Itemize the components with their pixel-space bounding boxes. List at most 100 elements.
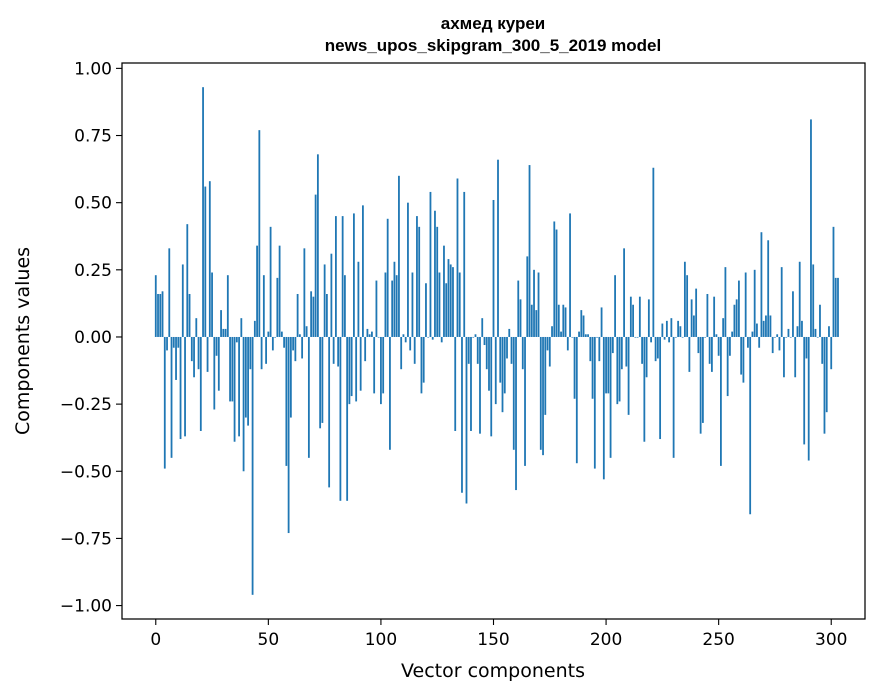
x-tick-label: 100	[365, 630, 397, 650]
bar-223	[656, 336, 659, 359]
y-tick-label: −1.00	[60, 597, 112, 617]
bar-234	[681, 336, 684, 338]
bar-11	[179, 336, 182, 440]
bar-300	[830, 336, 833, 370]
bar-98	[375, 280, 378, 337]
bar-50	[267, 331, 270, 337]
bar-279	[783, 336, 785, 378]
bar-92	[362, 205, 364, 337]
bar-76	[325, 293, 328, 337]
bar-241	[697, 336, 700, 354]
bar-129	[445, 283, 448, 337]
bar-22	[204, 186, 207, 337]
bar-173	[544, 336, 547, 415]
bar-146	[483, 336, 486, 346]
bar-175	[548, 336, 551, 367]
bar-195	[593, 336, 596, 469]
bar-278	[780, 267, 783, 337]
bar-168	[533, 269, 535, 337]
bar-130	[447, 259, 450, 337]
bar-262	[744, 272, 747, 337]
y-axis-label: Components values	[12, 247, 34, 435]
bar-32	[226, 275, 229, 337]
bar-62	[294, 336, 297, 362]
bar-240	[695, 288, 698, 337]
bar-124	[434, 210, 436, 337]
bar-254	[726, 336, 729, 397]
bar-94	[366, 328, 369, 337]
bar-271	[765, 315, 767, 337]
bar-147	[485, 336, 488, 370]
bar-159	[512, 336, 515, 450]
bar-192	[587, 334, 589, 337]
bar-10	[177, 336, 180, 348]
bar-1	[157, 293, 159, 337]
bar-257	[733, 304, 736, 337]
bar-285	[796, 326, 799, 337]
bar-153	[499, 336, 502, 383]
bar-177	[553, 221, 556, 337]
bar-154	[501, 336, 504, 413]
bar-46	[258, 130, 261, 337]
bar-58	[285, 336, 288, 466]
bar-132	[452, 267, 454, 337]
bar-115	[413, 336, 416, 364]
bar-111	[404, 336, 407, 343]
bar-291	[810, 119, 812, 337]
bar-270	[762, 320, 765, 337]
bar-226	[663, 336, 666, 340]
bar-31	[224, 328, 227, 337]
bar-210	[627, 336, 630, 415]
bar-197	[598, 336, 601, 362]
bar-172	[542, 336, 544, 456]
bar-196	[596, 336, 598, 338]
bar-72	[316, 154, 319, 337]
bar-194	[591, 336, 594, 399]
bar-128	[443, 245, 445, 337]
bar-series	[154, 87, 839, 595]
bar-66	[303, 248, 306, 337]
bar-137	[463, 191, 466, 337]
bar-139	[467, 336, 470, 364]
bar-89	[355, 336, 358, 402]
bar-274	[771, 336, 774, 354]
bar-40	[244, 336, 247, 418]
bar-284	[794, 336, 797, 378]
bar-272	[767, 240, 770, 337]
bar-81	[337, 336, 340, 367]
bar-4	[163, 336, 166, 469]
bar-68	[307, 336, 310, 458]
bar-54	[276, 277, 279, 337]
bar-122	[429, 191, 432, 337]
y-tick-label: 0.50	[74, 194, 112, 214]
bar-6	[168, 248, 171, 337]
bar-187	[575, 336, 578, 464]
bar-261	[742, 336, 745, 383]
bar-263	[747, 336, 749, 348]
bar-23	[206, 336, 209, 372]
bar-208	[623, 248, 625, 337]
bar-183	[566, 336, 569, 351]
bar-44	[253, 320, 256, 337]
bar-182	[564, 307, 567, 337]
bar-219	[647, 299, 650, 337]
bar-214	[636, 336, 639, 338]
bar-253	[724, 267, 727, 337]
bar-275	[774, 336, 776, 338]
bar-16	[190, 336, 193, 362]
bar-184	[569, 213, 571, 337]
bar-211	[629, 296, 632, 337]
bar-169	[535, 310, 538, 337]
bar-246	[708, 336, 711, 364]
bar-25	[211, 272, 213, 337]
bar-34	[231, 336, 234, 402]
bar-112	[407, 202, 409, 337]
bar-157	[508, 328, 511, 337]
bar-138	[465, 336, 468, 504]
bar-266	[753, 269, 756, 337]
bar-180	[560, 331, 562, 337]
bar-229	[670, 318, 673, 337]
bar-15	[188, 293, 191, 337]
bar-193	[589, 336, 592, 362]
